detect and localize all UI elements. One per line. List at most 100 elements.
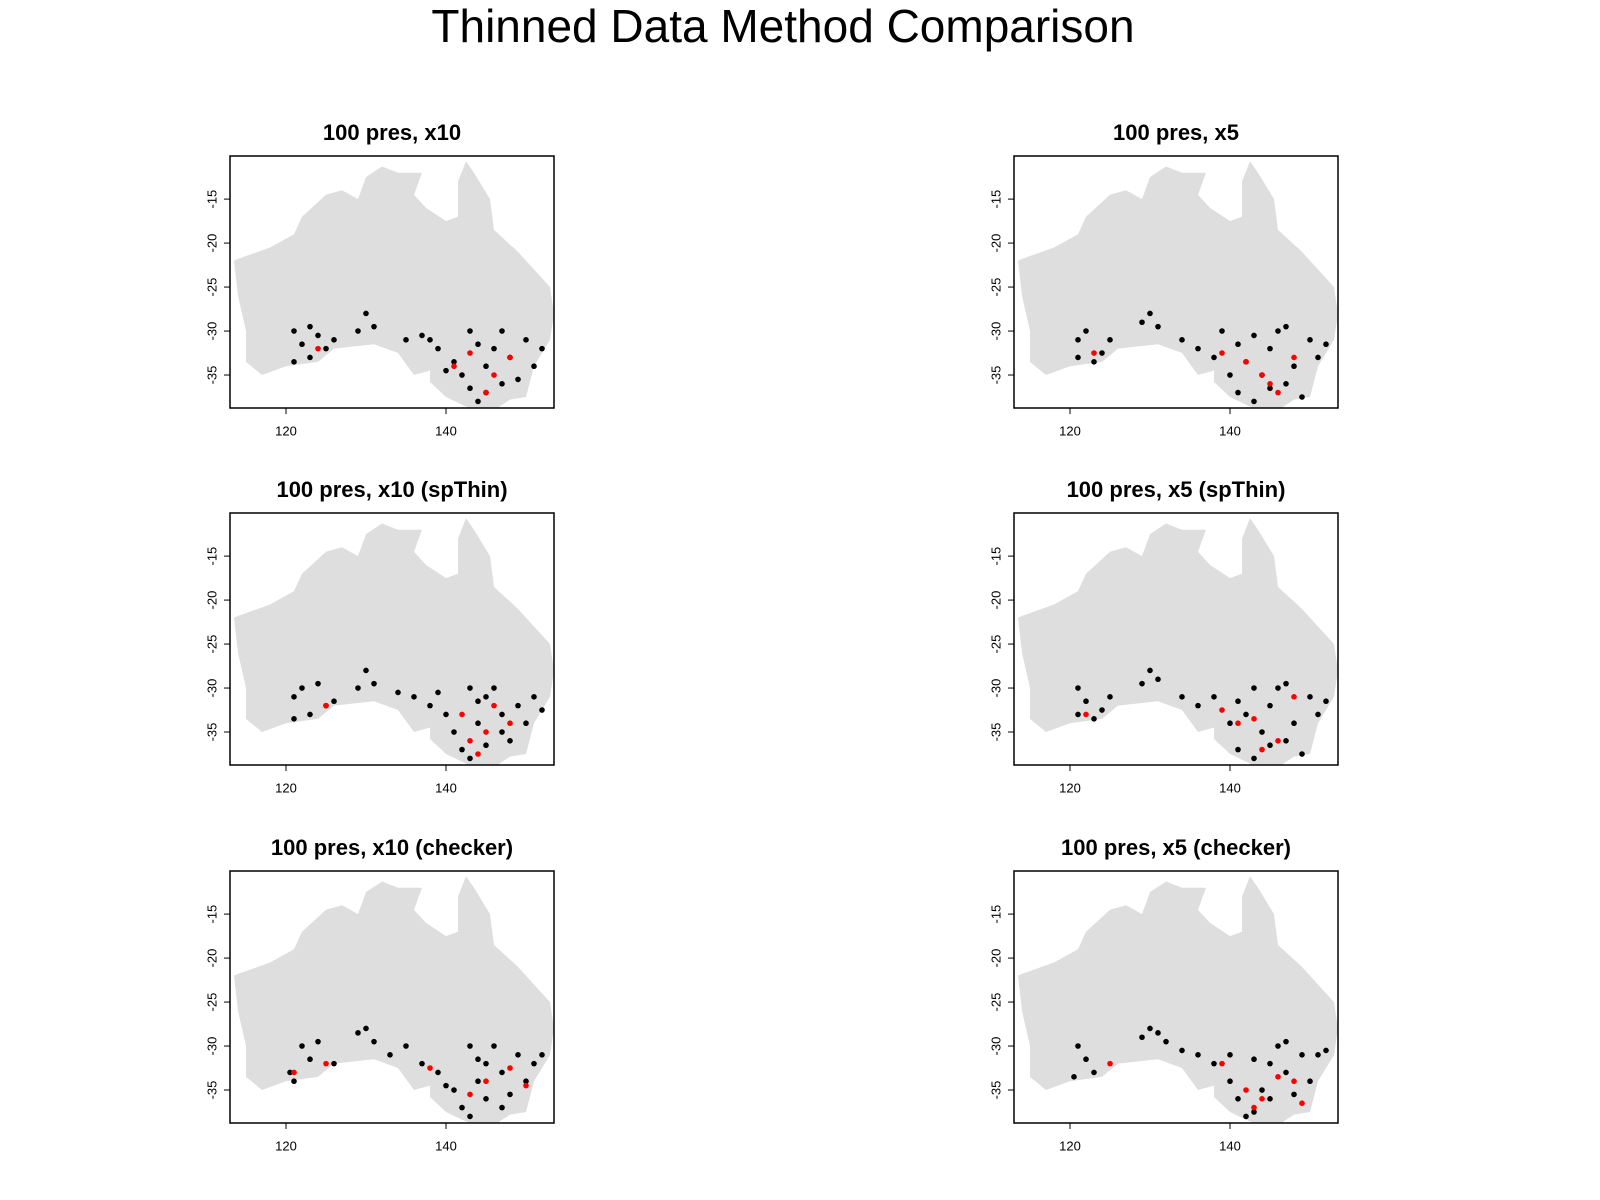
point [1251,1104,1257,1111]
point [531,694,537,700]
point [499,328,505,334]
point [315,680,321,687]
point [483,1096,489,1102]
point [1251,755,1257,762]
point [1083,1056,1089,1063]
plot-frame [229,512,555,766]
y-tick-label: -15 [988,190,1003,209]
point [355,328,361,334]
point [299,1043,305,1049]
point [1163,1038,1169,1045]
point [1323,698,1329,705]
point [483,742,489,749]
point [467,1043,473,1049]
point [483,1060,489,1067]
point [1083,698,1089,705]
point [323,345,329,352]
point [1107,694,1113,700]
point [1091,1069,1097,1076]
point [291,694,297,700]
point [323,1060,329,1067]
y-tick-label: -35 [988,723,1003,742]
point [1195,1052,1201,1058]
point [523,1078,529,1085]
point [1275,685,1281,691]
point [1227,720,1233,727]
x-tick-label: 140 [435,780,457,795]
point [499,711,505,718]
point [475,1078,481,1085]
point [1251,1056,1257,1063]
point [459,372,465,378]
point [475,1056,481,1063]
point [419,332,425,339]
y-tick-label: -35 [204,366,219,385]
point [331,1060,337,1067]
point [1083,711,1089,718]
point [1235,698,1241,705]
point [483,694,489,700]
y-tick-label: -15 [988,547,1003,566]
point [483,363,489,370]
point [1291,720,1297,727]
point [1275,328,1281,334]
point [307,1056,313,1063]
point [1139,1034,1145,1041]
plot-frame [229,870,555,1124]
point [331,698,337,705]
point [1091,359,1097,365]
point [1315,1052,1321,1058]
point [507,738,513,744]
point [307,323,313,330]
y-tick-label: -20 [988,949,1003,968]
point [1235,746,1241,753]
point [1071,1074,1077,1080]
point [459,711,465,718]
point [1299,1052,1305,1058]
point [491,345,497,352]
point [475,751,481,757]
point [499,1069,505,1076]
point [1275,738,1281,744]
point [499,729,505,735]
point [523,337,529,343]
point [1291,1078,1297,1085]
y-tick-label: -35 [988,366,1003,385]
point [427,702,433,709]
point [371,680,377,687]
point [291,716,297,722]
point [1075,354,1081,361]
point [315,1038,321,1045]
point [475,720,481,727]
y-tick-label: -30 [988,679,1003,698]
point [491,1043,497,1049]
point [291,1069,297,1076]
x-tick-label: 140 [1219,1138,1241,1153]
point [1259,729,1265,735]
point [539,707,545,713]
point [1179,1047,1185,1054]
point [451,359,457,365]
y-tick-label: -20 [204,234,219,253]
y-tick-label: -20 [204,591,219,610]
point [299,341,305,348]
point [1179,694,1185,700]
point [531,1060,537,1067]
point [1323,1047,1329,1054]
point [459,746,465,753]
point [499,1104,505,1111]
point [1179,337,1185,343]
point [1211,1060,1217,1067]
point [371,323,377,330]
point [1227,372,1233,378]
point [1259,1087,1265,1093]
point [1139,319,1145,326]
point [1283,738,1289,744]
plot-frame [229,155,555,409]
y-tick-label: -35 [988,1081,1003,1100]
point [1251,398,1257,405]
point [1219,328,1225,334]
point [1075,711,1081,718]
point [515,1052,521,1058]
